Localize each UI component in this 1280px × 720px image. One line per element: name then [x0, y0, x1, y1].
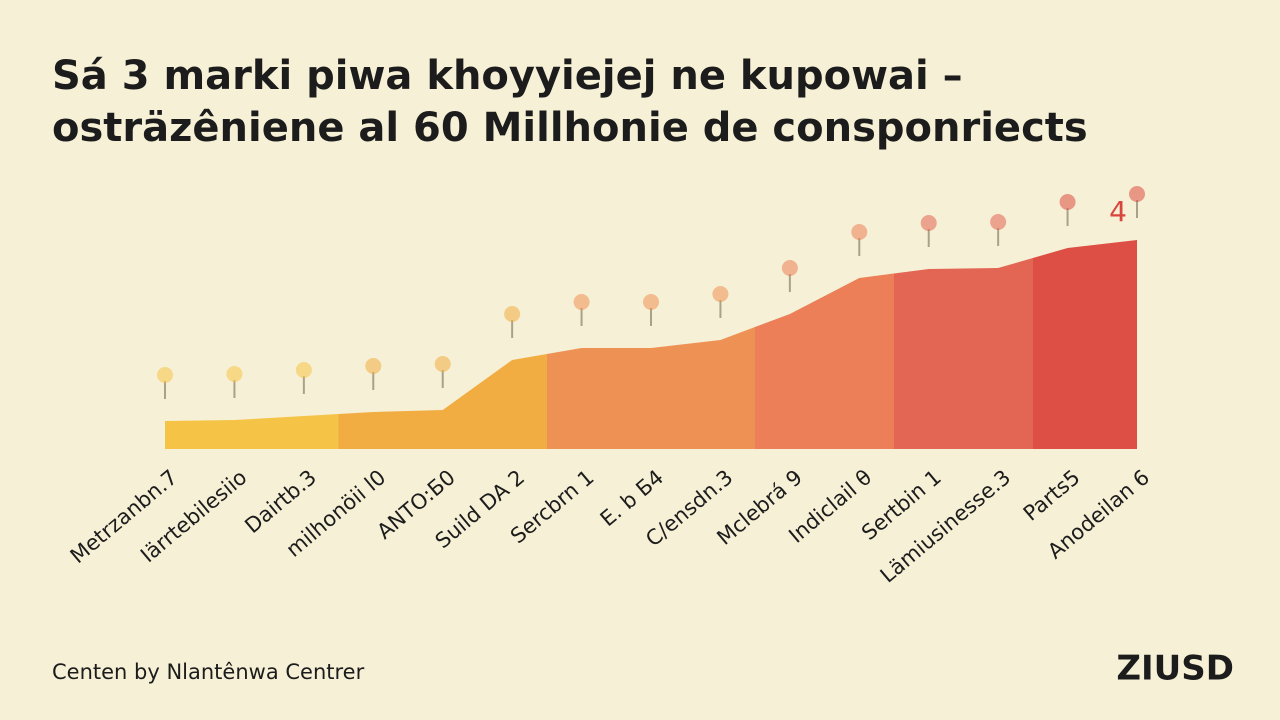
pin — [643, 294, 659, 310]
pin — [920, 215, 937, 231]
pin — [781, 260, 798, 276]
annotation: 4 — [1109, 195, 1127, 228]
pin — [990, 214, 1007, 230]
pin — [365, 358, 382, 374]
pin — [157, 367, 173, 383]
pin — [573, 294, 590, 310]
chart-title: osträzêniene al 60 Millhonie de consponr… — [52, 105, 1088, 151]
source: Centen by Nlantênwa Centrer — [52, 660, 365, 684]
area — [165, 240, 1137, 449]
logo: ZIUSD — [1116, 649, 1234, 689]
pin — [295, 362, 312, 378]
pin — [434, 356, 451, 372]
pin — [226, 366, 243, 382]
pin — [1059, 194, 1076, 210]
pin — [1129, 186, 1145, 202]
pin — [851, 224, 868, 240]
pin — [504, 306, 521, 322]
chart-title: Sá 3 marki piwa khoyyiejej ne kupowai – — [52, 53, 963, 99]
pin — [712, 286, 729, 302]
